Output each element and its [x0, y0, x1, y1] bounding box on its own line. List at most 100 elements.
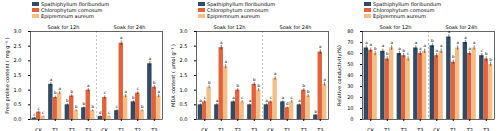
- svg-text:b: b: [54, 90, 57, 95]
- svg-text:c: c: [291, 95, 293, 100]
- svg-text:a: a: [415, 40, 418, 45]
- svg-text:c: c: [407, 51, 409, 56]
- svg-text:a: a: [469, 46, 472, 51]
- svg-text:2.0: 2.0: [180, 57, 188, 63]
- svg-text:c: c: [104, 90, 106, 95]
- svg-text:a: a: [365, 40, 368, 45]
- svg-text:a: a: [274, 71, 277, 76]
- svg-text:b: b: [70, 89, 73, 94]
- svg-text:a: a: [220, 40, 223, 45]
- svg-text:T2: T2: [68, 127, 75, 131]
- svg-text:Soak for 12h: Soak for 12h: [214, 24, 246, 30]
- svg-text:c: c: [137, 86, 139, 91]
- svg-text:0.5: 0.5: [14, 101, 22, 107]
- svg-text:a: a: [319, 44, 322, 49]
- svg-text:Soak for 24h: Soak for 24h: [280, 24, 312, 30]
- svg-text:a: a: [120, 35, 123, 40]
- svg-text:2.5: 2.5: [14, 43, 22, 49]
- svg-text:T3: T3: [316, 127, 323, 131]
- svg-text:b: b: [208, 80, 211, 85]
- svg-text:0.0: 0.0: [180, 116, 188, 122]
- svg-text:a: a: [398, 46, 401, 51]
- svg-text:b: b: [91, 104, 94, 109]
- svg-text:T1: T1: [117, 127, 124, 131]
- svg-text:a: a: [199, 98, 202, 103]
- svg-text:c: c: [33, 112, 35, 117]
- svg-text:a: a: [423, 43, 426, 48]
- svg-text:Soak for 12h: Soak for 12h: [380, 24, 412, 30]
- svg-text:b: b: [257, 83, 260, 88]
- svg-text:a: a: [249, 98, 252, 103]
- svg-text:a: a: [440, 43, 443, 48]
- svg-text:Free proline content ( mg g⁻¹: Free proline content ( mg g⁻¹ ): [4, 37, 11, 113]
- svg-text:T3: T3: [416, 127, 423, 131]
- svg-text:a: a: [464, 35, 467, 40]
- svg-text:20: 20: [347, 94, 353, 100]
- svg-text:b: b: [307, 89, 310, 94]
- svg-text:b: b: [402, 48, 405, 53]
- svg-text:a: a: [50, 77, 53, 82]
- svg-text:b: b: [386, 51, 389, 56]
- svg-text:a: a: [390, 40, 393, 45]
- svg-text:a: a: [382, 43, 385, 48]
- svg-text:b: b: [489, 57, 492, 62]
- svg-text:MDA content ( μmol g⁻¹ ): MDA content ( μmol g⁻¹ ): [170, 44, 177, 107]
- svg-text:a: a: [216, 98, 219, 103]
- svg-text:a: a: [224, 59, 227, 64]
- svg-text:a: a: [149, 56, 152, 61]
- svg-text:c: c: [42, 110, 44, 115]
- svg-text:3.0: 3.0: [180, 28, 188, 34]
- svg-text:T3: T3: [150, 127, 157, 131]
- svg-text:80: 80: [347, 28, 353, 34]
- svg-text:a: a: [436, 48, 439, 53]
- svg-text:T1: T1: [51, 127, 58, 131]
- svg-text:a: a: [232, 95, 235, 100]
- svg-text:1.0: 1.0: [180, 87, 188, 93]
- svg-text:c: c: [108, 110, 110, 115]
- svg-text:a: a: [265, 98, 268, 103]
- svg-text:b: b: [141, 104, 144, 109]
- svg-text:CK: CK: [267, 127, 274, 131]
- svg-text:1.5: 1.5: [14, 72, 22, 78]
- svg-text:a: a: [282, 95, 285, 100]
- svg-text:a: a: [456, 40, 459, 45]
- svg-text:d: d: [99, 110, 102, 115]
- svg-text:a: a: [370, 42, 373, 47]
- svg-text:1.0: 1.0: [14, 87, 22, 93]
- svg-text:b: b: [253, 77, 256, 82]
- svg-text:10: 10: [347, 105, 353, 111]
- svg-text:c: c: [481, 48, 483, 53]
- svg-text:T2: T2: [400, 127, 407, 131]
- svg-text:c: c: [38, 106, 40, 111]
- svg-text:b: b: [374, 46, 377, 51]
- svg-text:T2: T2: [300, 127, 307, 131]
- svg-text:c: c: [116, 104, 118, 109]
- svg-text:a: a: [473, 40, 476, 45]
- svg-text:b: b: [236, 83, 239, 88]
- svg-text:T3: T3: [84, 127, 91, 131]
- svg-text:b: b: [452, 54, 455, 59]
- svg-text:b: b: [132, 95, 135, 100]
- svg-text:3.0: 3.0: [14, 28, 22, 34]
- svg-text:T1: T1: [217, 127, 224, 131]
- svg-text:CK: CK: [433, 127, 440, 131]
- svg-text:CK: CK: [367, 127, 374, 131]
- svg-text:a: a: [124, 89, 127, 94]
- svg-text:c: c: [241, 95, 243, 100]
- svg-text:b: b: [153, 80, 156, 85]
- svg-text:a: a: [298, 98, 301, 103]
- svg-text:0: 0: [350, 116, 353, 122]
- svg-text:30: 30: [347, 83, 353, 89]
- svg-text:b: b: [66, 98, 69, 103]
- svg-text:50: 50: [347, 61, 353, 67]
- svg-text:T2: T2: [466, 127, 473, 131]
- svg-text:2.0: 2.0: [14, 57, 22, 63]
- svg-text:40: 40: [347, 72, 353, 78]
- svg-text:Soak for 12h: Soak for 12h: [48, 24, 80, 30]
- svg-text:b: b: [75, 104, 78, 109]
- svg-text:b: b: [315, 109, 318, 114]
- svg-text:2.5: 2.5: [180, 43, 188, 49]
- svg-text:T1: T1: [283, 127, 290, 131]
- svg-text:CK: CK: [35, 127, 42, 131]
- svg-text:d: d: [286, 101, 289, 106]
